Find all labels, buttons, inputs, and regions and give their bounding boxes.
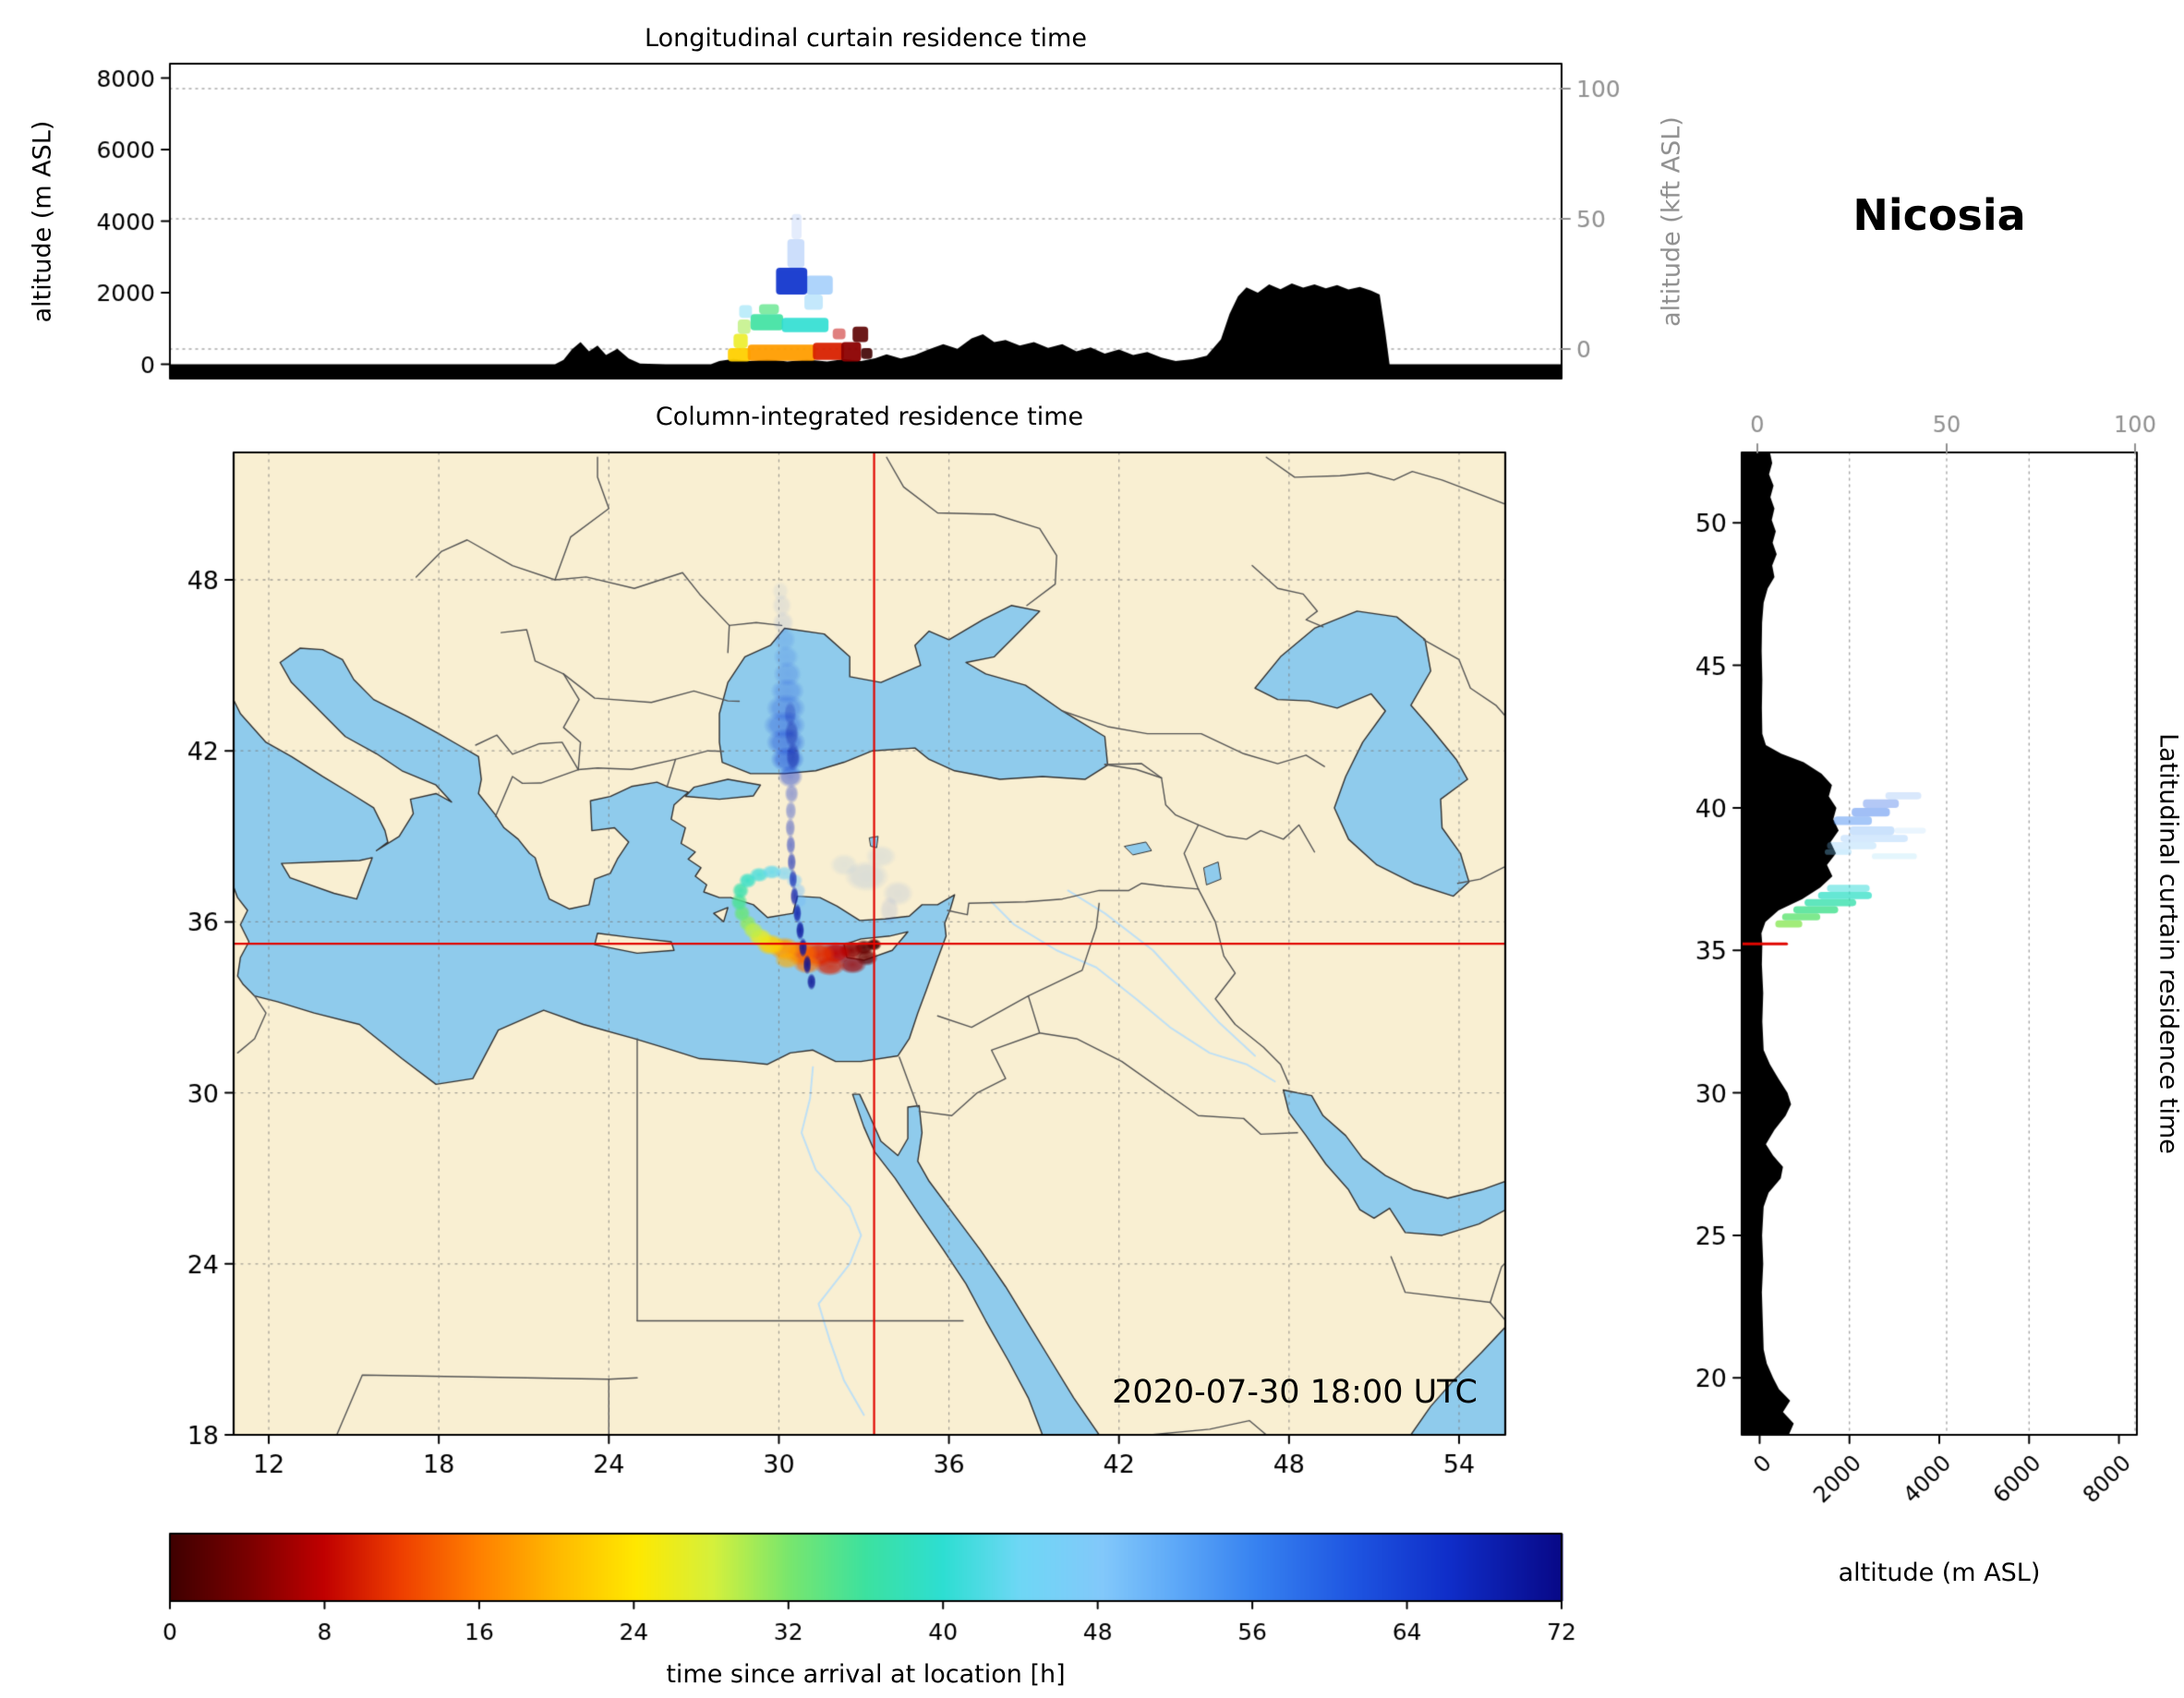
longitudinal-ylabel-right: altitude (kft ASL) [1657,116,1686,327]
datetime-label: 2020-07-30 18:00 UTC [1112,1374,1478,1411]
latitudinal-xlabel: altitude (m ASL) [1838,1559,2041,1587]
station-title: Nicosia [1852,190,2026,240]
latitudinal-curtain-title: Latitudinal curtain residence time [2154,733,2183,1154]
map-title: Column-integrated residence time [655,403,1084,431]
longitudinal-ylabel-left: altitude (m ASL) [28,120,57,323]
longitudinal-curtain-title: Longitudinal curtain residence time [645,24,1087,53]
colorbar-label: time since arrival at location [h] [666,1660,1066,1689]
